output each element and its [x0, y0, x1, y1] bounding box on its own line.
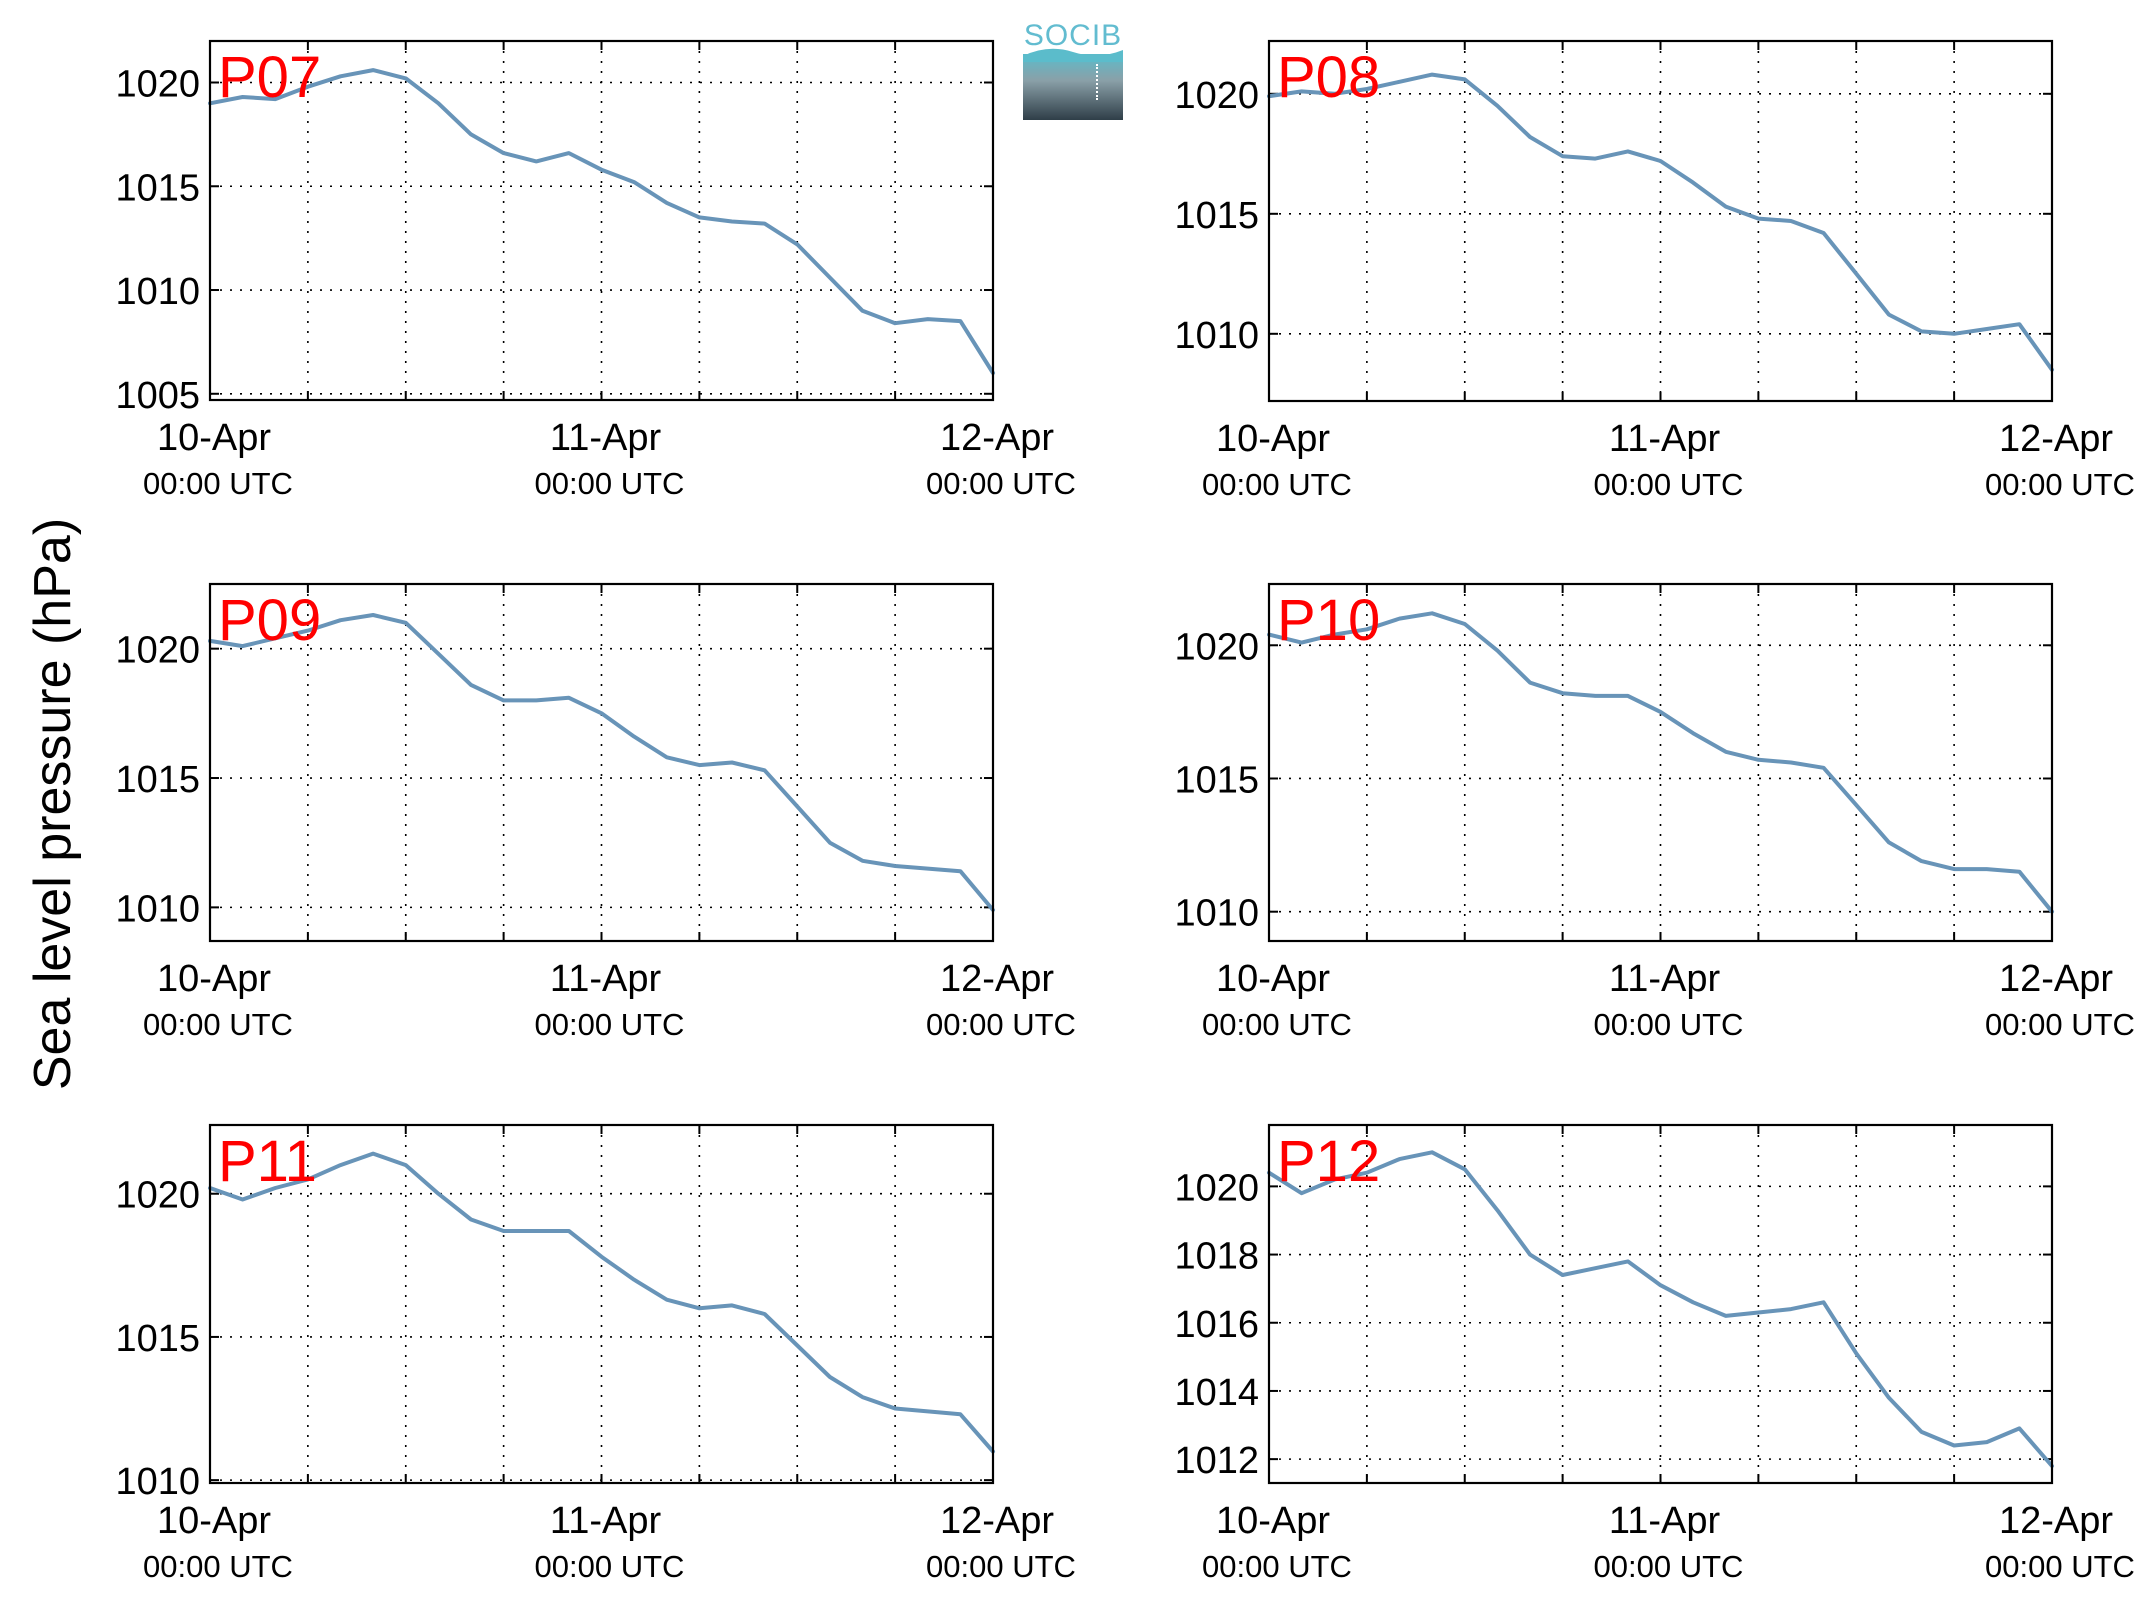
logo-wave: [1023, 48, 1123, 62]
y-tick-label: 1015: [1174, 759, 1259, 801]
x-tick-date: 10-Apr: [157, 958, 271, 1000]
y-tick-label: 1020: [1174, 75, 1259, 117]
socib-logo: SOCIB: [1023, 20, 1123, 122]
series-line: [1267, 1150, 2054, 1468]
x-tick-time: 00:00 UTC: [143, 466, 293, 501]
y-tick-label: 1010: [115, 271, 200, 313]
x-tick-time: 00:00 UTC: [926, 1549, 1076, 1584]
series-line: [208, 613, 995, 912]
axes-frame: [208, 582, 995, 943]
panel-p08: 1010 1015 1020 P08 10-Apr 00:00 UTC 11-Apr 00:0…: [1174, 39, 2135, 502]
x-tick-date: 11-Apr: [550, 1500, 662, 1542]
y-tick-label: 1020: [115, 64, 200, 106]
series-line: [208, 68, 995, 375]
x-tick-date: 11-Apr: [550, 958, 662, 1000]
logo-block: [1023, 54, 1123, 120]
y-tick-label: 1020: [1174, 626, 1259, 668]
y-tick-label: 1014: [1174, 1372, 1259, 1414]
x-tick-date: 11-Apr: [1609, 1500, 1721, 1542]
y-tick-label: 1020: [115, 1175, 200, 1217]
panel-p10: 1010 1015 1020 P10 10-Apr 00:00 UTC 11-Apr 00:0…: [1174, 582, 2135, 1042]
x-tick-time: 00:00 UTC: [926, 1007, 1076, 1042]
panel-p07: 1005 1010 1015 1020 P07 10-Apr 00:00 UTC 11-Apr…: [115, 39, 1076, 501]
x-tick-date: 11-Apr: [1609, 418, 1721, 460]
panel-p11: 1010 1015 1020 P11 10-Apr 00:00 UTC 11-Apr 00:0…: [115, 1123, 1076, 1584]
y-tick-label: 1020: [115, 630, 200, 672]
axes-frame: [1267, 1123, 2054, 1485]
x-tick-date: 12-Apr: [940, 958, 1054, 1000]
x-tick-date: 11-Apr: [1609, 958, 1721, 1000]
y-tick-label: 1010: [1174, 315, 1259, 357]
axes-frame: [208, 1123, 995, 1485]
series-line: [1267, 611, 2054, 914]
x-tick-date: 10-Apr: [1216, 418, 1330, 460]
axes-frame: [1267, 39, 2054, 403]
x-tick-date: 10-Apr: [157, 417, 271, 459]
x-tick-time: 00:00 UTC: [143, 1549, 293, 1584]
panel-label: P09: [218, 588, 321, 653]
x-tick-time: 00:00 UTC: [1594, 1549, 1744, 1584]
x-tick-date: 12-Apr: [940, 417, 1054, 459]
panel-label: P11: [218, 1129, 317, 1194]
x-tick-time: 00:00 UTC: [1202, 1007, 1352, 1042]
x-tick-time: 00:00 UTC: [1985, 1007, 2135, 1042]
x-tick-date: 11-Apr: [550, 417, 662, 459]
x-tick-date: 12-Apr: [1999, 1500, 2113, 1542]
y-tick-label: 1010: [1174, 893, 1259, 935]
y-tick-label: 1010: [115, 888, 200, 930]
y-tick-label: 1005: [115, 375, 200, 417]
x-tick-date: 12-Apr: [1999, 958, 2113, 1000]
x-tick-time: 00:00 UTC: [1594, 467, 1744, 502]
panel-label: P08: [1277, 45, 1380, 110]
x-tick-time: 00:00 UTC: [535, 1007, 685, 1042]
panel-label: P07: [218, 45, 321, 110]
logo-dots: [1096, 64, 1100, 100]
x-tick-date: 10-Apr: [1216, 1500, 1330, 1542]
x-tick-time: 00:00 UTC: [1985, 1549, 2135, 1584]
x-tick-time: 00:00 UTC: [1202, 467, 1352, 502]
x-tick-time: 00:00 UTC: [926, 466, 1076, 501]
y-tick-label: 1015: [115, 759, 200, 801]
y-tick-label: 1015: [115, 167, 200, 209]
x-tick-time: 00:00 UTC: [1594, 1007, 1744, 1042]
x-tick-date: 10-Apr: [1216, 958, 1330, 1000]
y-tick-label: 1015: [1174, 195, 1259, 237]
panel-p12: 1012 1014 1016 1018 1020 P12 10-Apr 00:00 UTC 11…: [1174, 1123, 2135, 1584]
axes-frame: [1267, 582, 2054, 943]
x-tick-time: 00:00 UTC: [1985, 467, 2135, 502]
panel-label: P12: [1277, 1129, 1380, 1194]
y-tick-label: 1015: [115, 1318, 200, 1360]
y-tick-label: 1012: [1174, 1440, 1259, 1482]
x-tick-time: 00:00 UTC: [535, 466, 685, 501]
x-tick-time: 00:00 UTC: [143, 1007, 293, 1042]
logo-text: SOCIB: [1023, 19, 1123, 52]
axes-frame: [208, 39, 995, 402]
x-tick-time: 00:00 UTC: [535, 1549, 685, 1584]
x-tick-date: 12-Apr: [940, 1500, 1054, 1542]
y-tick-label: 1020: [1174, 1167, 1259, 1209]
x-tick-date: 12-Apr: [1999, 418, 2113, 460]
y-tick-label: 1010: [115, 1461, 200, 1503]
y-tick-label: 1016: [1174, 1304, 1259, 1346]
panel-label: P10: [1277, 588, 1380, 653]
y-axis-label: Sea level pressure (hPa): [24, 518, 82, 1090]
series-line: [1267, 72, 2054, 372]
x-tick-time: 00:00 UTC: [1202, 1549, 1352, 1584]
y-tick-label: 1018: [1174, 1236, 1259, 1278]
series-line: [208, 1151, 995, 1454]
x-tick-date: 10-Apr: [157, 1500, 271, 1542]
panel-p09: 1010 1015 1020 P09 10-Apr 00:00 UTC 11-Apr 00:0…: [115, 582, 1076, 1042]
